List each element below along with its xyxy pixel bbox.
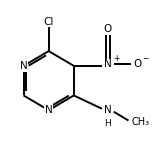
Text: −: − — [142, 54, 149, 63]
Text: +: + — [113, 54, 120, 63]
Text: H: H — [104, 119, 111, 128]
Text: O: O — [104, 24, 112, 34]
Text: CH₃: CH₃ — [131, 117, 149, 127]
Text: N: N — [45, 105, 53, 115]
Text: O: O — [133, 59, 142, 69]
Text: N: N — [104, 105, 112, 115]
Text: N: N — [104, 59, 112, 69]
Text: Cl: Cl — [43, 17, 54, 26]
Text: N: N — [20, 61, 27, 71]
